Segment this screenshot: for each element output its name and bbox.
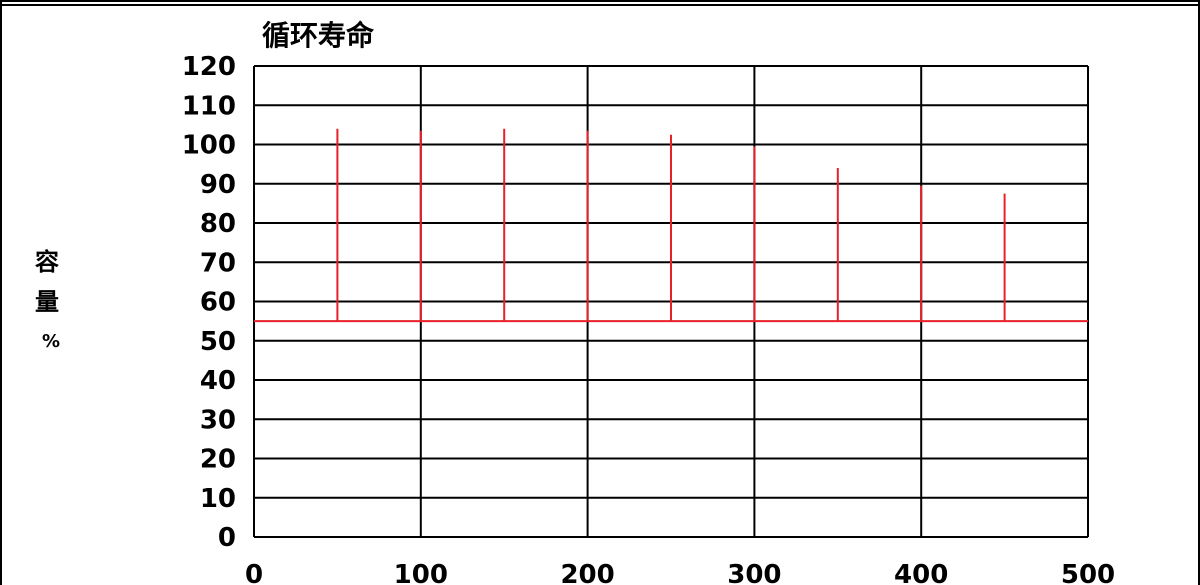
- y-tick-label-20: 20: [200, 445, 236, 475]
- x-tick-label-100: 100: [394, 560, 448, 585]
- top-border: [0, 0, 1200, 6]
- y-axis-unit: %: [42, 331, 60, 352]
- x-tick-label-200: 200: [560, 560, 614, 585]
- y-tick-label-10: 10: [200, 484, 236, 514]
- y-tick-label-60: 60: [200, 288, 236, 318]
- y-tick-label-100: 100: [182, 131, 236, 161]
- grid-layer: [253, 65, 1089, 538]
- y-tick-label-110: 110: [182, 91, 236, 121]
- y-tick-label-80: 80: [200, 209, 236, 239]
- y-tick-label-50: 50: [200, 327, 236, 357]
- y-tick-label-120: 120: [182, 52, 236, 82]
- x-tick-label-500: 500: [1061, 560, 1115, 585]
- x-tick-label-400: 400: [894, 560, 948, 585]
- y-tick-label-70: 70: [200, 248, 236, 278]
- y-tick-label-40: 40: [200, 366, 236, 396]
- chart-title: 循环寿命: [262, 19, 375, 52]
- y-axis-label-char-2: 量: [35, 288, 59, 316]
- y-tick-label-30: 30: [200, 405, 236, 435]
- x-tick-label-0: 0: [245, 560, 263, 585]
- y-tick-label-0: 0: [218, 523, 236, 553]
- series-layer: [254, 128, 1088, 323]
- tick-label-layer: 0 10 20 30 40 50 60 70 80 90 100 110 120 0 100 200 300 40…: [182, 52, 1115, 585]
- y-axis-label-char-1: 容: [35, 248, 59, 276]
- y-tick-label-90: 90: [200, 170, 236, 200]
- x-tick-label-300: 300: [727, 560, 781, 585]
